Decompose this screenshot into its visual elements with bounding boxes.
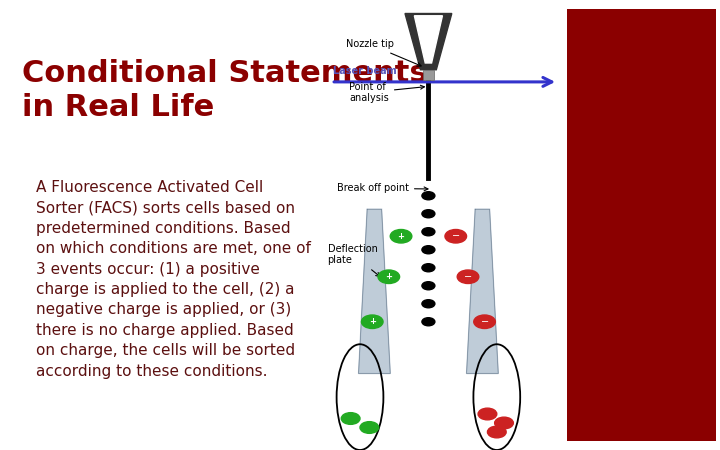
Text: −: −	[464, 272, 472, 282]
Text: +: +	[397, 232, 405, 241]
Circle shape	[422, 210, 435, 218]
Text: Nozzle tip: Nozzle tip	[346, 39, 421, 66]
Circle shape	[422, 246, 435, 254]
Text: Point of
analysis: Point of analysis	[349, 81, 424, 103]
Circle shape	[478, 408, 497, 420]
Circle shape	[360, 422, 379, 433]
Text: A Fluorescence Activated Cell
Sorter (FACS) sorts cells based on
predetermined c: A Fluorescence Activated Cell Sorter (FA…	[36, 180, 311, 378]
Polygon shape	[415, 16, 442, 63]
Polygon shape	[467, 209, 498, 374]
Circle shape	[422, 282, 435, 290]
Polygon shape	[359, 209, 390, 374]
Circle shape	[422, 192, 435, 200]
Polygon shape	[405, 14, 452, 70]
Text: Laser beam: Laser beam	[333, 67, 396, 76]
Text: Break off point: Break off point	[337, 183, 428, 193]
Circle shape	[341, 413, 360, 424]
Circle shape	[422, 300, 435, 308]
Circle shape	[361, 315, 383, 328]
Text: −: −	[480, 317, 489, 327]
Circle shape	[495, 417, 513, 429]
Circle shape	[422, 318, 435, 326]
Circle shape	[422, 264, 435, 272]
Text: +: +	[385, 272, 392, 281]
Text: −: −	[451, 231, 460, 241]
FancyBboxPatch shape	[567, 9, 716, 441]
Circle shape	[445, 230, 467, 243]
Text: Conditional Statements
in Real Life: Conditional Statements in Real Life	[22, 58, 427, 122]
Circle shape	[378, 270, 400, 284]
Circle shape	[474, 315, 495, 328]
FancyBboxPatch shape	[423, 70, 434, 80]
Circle shape	[457, 270, 479, 284]
Circle shape	[422, 228, 435, 236]
Text: +: +	[369, 317, 376, 326]
Circle shape	[487, 426, 506, 438]
Circle shape	[390, 230, 412, 243]
Text: Deflection
plate: Deflection plate	[328, 243, 380, 276]
